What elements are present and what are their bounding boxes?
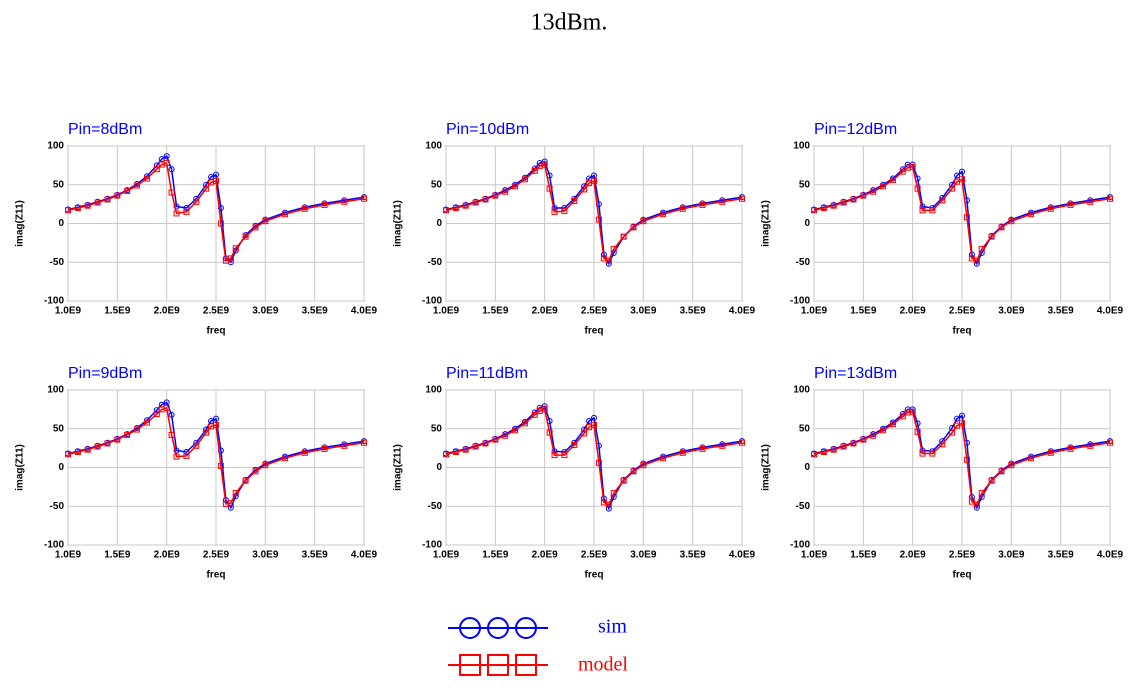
y-tick-label: 100 [47, 385, 64, 396]
y-tick-label: -50 [428, 257, 443, 268]
y-tick-label: 50 [799, 423, 811, 434]
caption: 13dBm. [531, 10, 608, 36]
x-tick-label: 1.0E9 [55, 550, 82, 561]
x-tick-label: 1.5E9 [104, 550, 131, 561]
y-tick-label: -50 [50, 257, 65, 268]
x-tick-label: 4.0E9 [1097, 550, 1124, 561]
y-tick-label: 0 [436, 218, 442, 229]
x-axis-label: freq [953, 570, 972, 581]
y-tick-label: 50 [431, 179, 443, 190]
y-tick-label: 0 [58, 218, 64, 229]
x-tick-label: 2.5E9 [949, 306, 976, 317]
x-tick-label: 2.0E9 [532, 550, 559, 561]
y-tick-label: 0 [58, 462, 64, 473]
x-tick-label: 3.0E9 [252, 550, 279, 561]
figure: 13dBm. sim model -100-500501001.0E91.5E9… [0, 0, 1138, 688]
x-axis-label: freq [207, 570, 226, 581]
x-tick-label: 3.0E9 [630, 306, 657, 317]
x-axis-label: freq [585, 326, 604, 337]
y-tick-label: 50 [53, 179, 65, 190]
x-tick-label: 3.5E9 [680, 550, 707, 561]
y-tick-label: -50 [50, 501, 65, 512]
x-tick-label: 2.5E9 [581, 306, 608, 317]
x-tick-label: 3.5E9 [1048, 550, 1075, 561]
y-tick-label: 0 [804, 218, 810, 229]
x-tick-label: 3.5E9 [302, 550, 329, 561]
x-tick-label: 3.0E9 [252, 306, 279, 317]
x-tick-label: 1.0E9 [55, 306, 82, 317]
x-tick-label: 2.5E9 [581, 550, 608, 561]
x-tick-label: 2.5E9 [949, 550, 976, 561]
y-axis-label: imag(Z11) [15, 200, 26, 247]
x-tick-label: 1.5E9 [850, 306, 877, 317]
x-tick-label: 3.5E9 [1048, 306, 1075, 317]
y-axis-label: imag(Z11) [393, 200, 404, 247]
x-axis-label: freq [953, 326, 972, 337]
y-tick-label: 100 [793, 385, 810, 396]
chart-title: Pin=13dBm [814, 365, 897, 382]
x-tick-label: 4.0E9 [729, 550, 756, 561]
x-tick-label: 2.0E9 [154, 550, 181, 561]
x-tick-label: 1.5E9 [104, 306, 131, 317]
chart-title: Pin=12dBm [814, 121, 897, 138]
y-tick-label: -50 [428, 501, 443, 512]
x-tick-label: 3.5E9 [680, 306, 707, 317]
y-tick-label: -50 [796, 257, 811, 268]
y-axis-label: imag(Z11) [761, 444, 772, 491]
x-tick-label: 3.0E9 [630, 550, 657, 561]
x-tick-label: 3.0E9 [998, 550, 1025, 561]
x-tick-label: 1.0E9 [433, 550, 460, 561]
x-tick-label: 4.0E9 [729, 306, 756, 317]
x-tick-label: 1.5E9 [482, 306, 509, 317]
y-tick-label: 100 [425, 141, 442, 152]
x-tick-label: 1.5E9 [482, 550, 509, 561]
chart-title: Pin=8dBm [68, 121, 142, 138]
chart-title: Pin=10dBm [446, 121, 529, 138]
y-tick-label: 0 [804, 462, 810, 473]
legend-label: sim [598, 616, 627, 638]
x-axis-label: freq [207, 326, 226, 337]
x-tick-label: 2.5E9 [203, 550, 230, 561]
x-tick-label: 1.0E9 [801, 306, 828, 317]
x-tick-label: 2.0E9 [900, 306, 927, 317]
y-tick-label: 50 [53, 423, 65, 434]
x-tick-label: 1.5E9 [850, 550, 877, 561]
y-tick-label: 50 [799, 179, 811, 190]
x-tick-label: 2.0E9 [532, 306, 559, 317]
x-tick-label: 3.0E9 [998, 306, 1025, 317]
y-tick-label: 0 [436, 462, 442, 473]
y-axis-label: imag(Z11) [15, 444, 26, 491]
x-tick-label: 4.0E9 [1097, 306, 1124, 317]
x-tick-label: 2.5E9 [203, 306, 230, 317]
x-axis-label: freq [585, 570, 604, 581]
x-tick-label: 3.5E9 [302, 306, 329, 317]
x-tick-label: 2.0E9 [900, 550, 927, 561]
y-tick-label: 100 [425, 385, 442, 396]
x-tick-label: 4.0E9 [351, 550, 378, 561]
y-tick-label: 100 [793, 141, 810, 152]
x-tick-label: 2.0E9 [154, 306, 181, 317]
y-tick-label: -50 [796, 501, 811, 512]
chart-title: Pin=9dBm [68, 365, 142, 382]
y-axis-label: imag(Z11) [761, 200, 772, 247]
x-tick-label: 4.0E9 [351, 306, 378, 317]
x-tick-label: 1.0E9 [433, 306, 460, 317]
x-tick-label: 1.0E9 [801, 550, 828, 561]
y-tick-label: 50 [431, 423, 443, 434]
y-tick-label: 100 [47, 141, 64, 152]
chart-title: Pin=11dBm [446, 365, 528, 382]
y-axis-label: imag(Z11) [393, 444, 404, 491]
legend-label: model [578, 654, 628, 676]
